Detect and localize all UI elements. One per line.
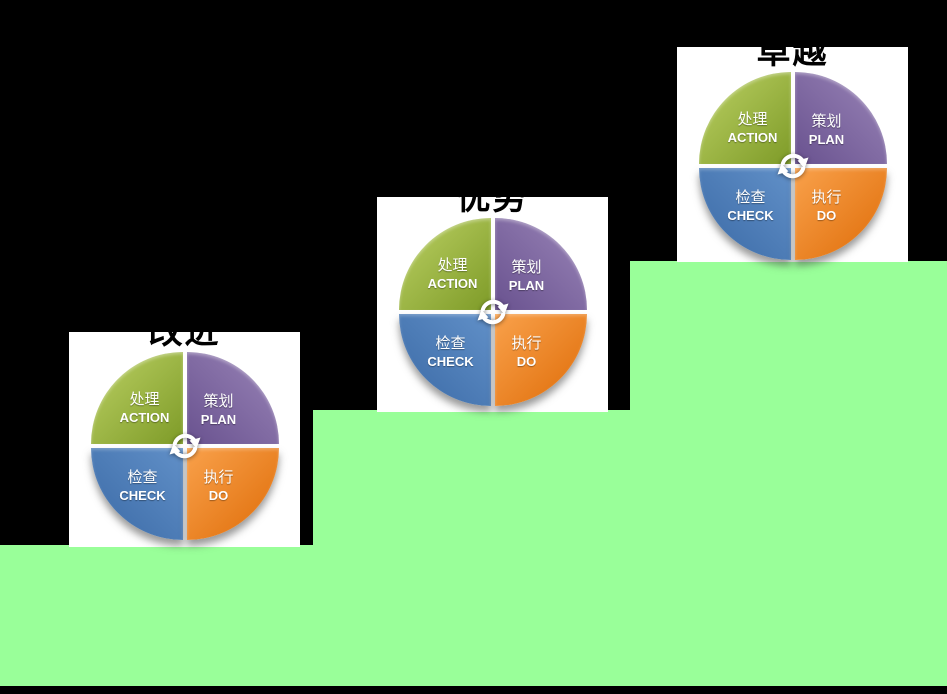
check-label-en: CHECK xyxy=(119,488,166,503)
pdca-chart-step2: 处理 ACTION 策划 PLAN 检查 CHECK 执行 DO xyxy=(398,218,587,406)
check-label-zh: 检查 xyxy=(435,334,466,352)
plan-label: 策划 PLAN xyxy=(201,392,236,429)
step2-title: 优势 xyxy=(456,179,529,217)
step3-title: 卓越 xyxy=(756,33,829,71)
do-label-en: DO xyxy=(816,208,837,223)
action-label-zh: 处理 xyxy=(437,256,468,274)
stair-step-bottom xyxy=(0,545,947,686)
check-quadrant: 检查 CHECK xyxy=(398,314,491,406)
do-quadrant: 执行 DO xyxy=(494,314,587,406)
pdca-chart-step3: 处理 ACTION 策划 PLAN 检查 CHECK 执行 DO xyxy=(698,72,887,260)
plan-label-en: PLAN xyxy=(508,278,545,293)
plan-label: 策划 PLAN xyxy=(809,112,844,149)
do-label-zh: 执行 xyxy=(511,334,542,352)
action-label-en: ACTION xyxy=(119,410,170,425)
plan-label-zh: 策划 xyxy=(811,112,842,130)
plan-quadrant: 策划 PLAN xyxy=(794,72,887,164)
do-label-en: DO xyxy=(516,354,537,369)
plan-quadrant: 策划 PLAN xyxy=(186,352,279,444)
pdca-chart-step1: 处理 ACTION 策划 PLAN 检查 CHECK 执行 DO xyxy=(90,352,279,540)
do-label-en: DO xyxy=(208,488,229,503)
plan-label-en: PLAN xyxy=(808,132,845,147)
action-label-zh: 处理 xyxy=(129,390,160,408)
do-label-zh: 执行 xyxy=(811,188,842,206)
check-label-en: CHECK xyxy=(727,208,774,223)
action-label: 处理 ACTION xyxy=(120,390,170,427)
do-quadrant: 执行 DO xyxy=(794,168,887,260)
check-quadrant: 检查 CHECK xyxy=(90,448,183,540)
do-label: 执行 DO xyxy=(811,188,841,225)
action-label-en: ACTION xyxy=(427,276,478,291)
plan-label-en: PLAN xyxy=(200,412,237,427)
check-label-zh: 检查 xyxy=(127,468,158,486)
plan-quadrant: 策划 PLAN xyxy=(494,218,587,310)
check-quadrant: 检查 CHECK xyxy=(698,168,791,260)
check-label: 检查 CHECK xyxy=(119,468,165,505)
pdca-card-step2: 优势 处理 ACTION 策划 PLAN 检查 CHECK xyxy=(377,181,608,412)
action-label: 处理 ACTION xyxy=(728,110,778,147)
pdca-card-step1: 改进 处理 ACTION 策划 PLAN 检查 CHECK xyxy=(69,315,300,547)
do-quadrant: 执行 DO xyxy=(186,448,279,540)
action-label: 处理 ACTION xyxy=(428,256,478,293)
check-label: 检查 CHECK xyxy=(727,188,773,225)
action-label-zh: 处理 xyxy=(737,110,768,128)
pdca-card-step3: 卓越 处理 ACTION 策划 PLAN 检查 CHECK xyxy=(677,35,908,262)
check-label: 检查 CHECK xyxy=(427,334,473,371)
plan-label-zh: 策划 xyxy=(203,392,234,410)
check-label-en: CHECK xyxy=(427,354,474,369)
step1-title: 改进 xyxy=(148,313,221,351)
plan-label: 策划 PLAN xyxy=(509,258,544,295)
action-quadrant: 处理 ACTION xyxy=(398,218,491,310)
plan-label-zh: 策划 xyxy=(511,258,542,276)
action-quadrant: 处理 ACTION xyxy=(90,352,183,444)
action-quadrant: 处理 ACTION xyxy=(698,72,791,164)
do-label-zh: 执行 xyxy=(203,468,234,486)
action-label-en: ACTION xyxy=(727,130,778,145)
do-label: 执行 DO xyxy=(511,334,541,371)
do-label: 执行 DO xyxy=(203,468,233,505)
check-label-zh: 检查 xyxy=(735,188,766,206)
